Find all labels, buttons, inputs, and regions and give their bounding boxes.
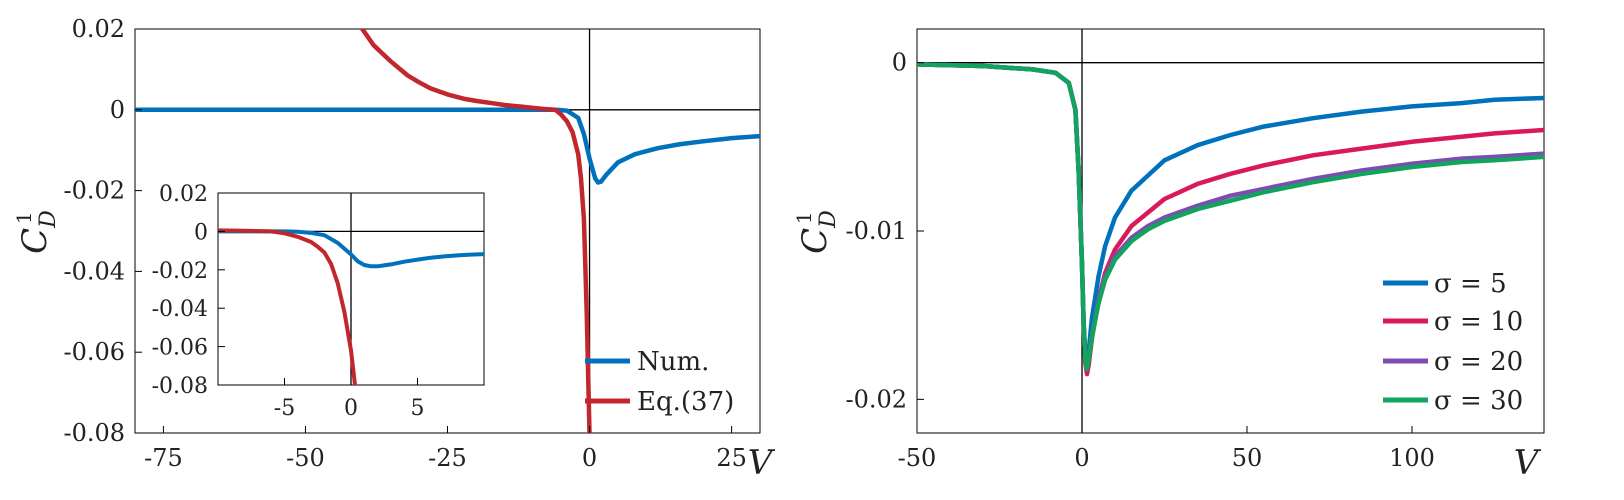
right-x-axis-label: V (1514, 443, 1542, 483)
left-panel: -75 -50 -25 0 250.020-0.02-0.04-0.06-0.08 CD… (12, 15, 776, 483)
inset-series-group (218, 228, 484, 385)
left-main-ytick-label: 0 (110, 96, 125, 124)
right-y-axis-label: CD1 (792, 210, 841, 254)
inset-tick-labels: -5 0 5 0.02 0 -0.02 -0.04 -0.06 -0.08 (152, 182, 425, 421)
left-x-axis-label: V (748, 443, 776, 483)
left-main-series-num-line (135, 107, 760, 185)
left-main-ytick-label: -0.06 (63, 338, 125, 366)
right-series-group (917, 62, 1544, 377)
right-xtick-label: -50 (898, 444, 937, 472)
left-inset-ytick-label: -0.04 (152, 297, 208, 322)
right-tick-labels: -50 0 50 100 0 -0.01 -0.02 (845, 49, 1434, 472)
left-y-axis-label: CD1 (12, 210, 61, 254)
right-xtick-label: 100 (1389, 444, 1435, 472)
left-inset-ytick-label: 0 (194, 220, 208, 245)
left-series-group (135, 29, 760, 433)
left-inset-xtick-label: 0 (344, 396, 358, 421)
legend-label-sigma5: σ = 5 (1434, 269, 1507, 299)
left-legend: Num. Eq.(37) (585, 347, 734, 417)
right-series-30-line (917, 62, 1544, 372)
left-inset-series-1-line (218, 228, 357, 385)
right-ytick-label: -0.02 (845, 385, 907, 413)
legend-label-num: Num. (637, 347, 709, 377)
legend-label-sigma10: σ = 10 (1434, 307, 1523, 337)
left-main-xtick-label: 0 (582, 444, 597, 472)
svg-text:CD1: CD1 (12, 210, 61, 254)
left-main-xtick-label: -50 (286, 444, 325, 472)
right-xtick-label: 0 (1074, 444, 1089, 472)
legend-label-eq37: Eq.(37) (637, 387, 734, 417)
right-xtick-label: 50 (1232, 444, 1263, 472)
left-inset-ytick-label: -0.02 (152, 259, 208, 284)
right-legend: σ = 5 σ = 10 σ = 20 σ = 30 (1383, 269, 1523, 416)
left-inset-ytick-label: -0.06 (152, 336, 208, 361)
left-inset-ytick-label: 0.02 (159, 182, 208, 207)
left-main-xtick-label: 25 (716, 444, 747, 472)
left-inset-ytick-label: -0.08 (152, 374, 208, 399)
left-main-xtick-label: -75 (144, 444, 183, 472)
left-main-series-eq37-line (359, 29, 592, 433)
left-main-ytick-label: -0.02 (63, 177, 125, 205)
left-inset-xtick-label: -5 (274, 396, 295, 421)
left-inset-series-0-line (218, 229, 484, 269)
right-ytick-label: -0.01 (845, 217, 907, 245)
left-inset-xtick-label: 5 (411, 396, 425, 421)
legend-label-sigma20: σ = 20 (1434, 347, 1523, 377)
left-tick-labels: -75 -50 -25 0 250.020-0.02-0.04-0.06-0.08 (63, 15, 746, 472)
left-main-ytick-label: -0.04 (63, 257, 125, 285)
right-plot-frame (916, 28, 1545, 434)
left-main-xtick-label: -25 (428, 444, 467, 472)
inset-panel: -5 0 5 0.02 0 -0.02 -0.04 -0.06 -0.08 (152, 182, 485, 421)
left-main-ytick-label: -0.08 (63, 419, 125, 447)
legend-label-sigma30: σ = 30 (1434, 386, 1523, 416)
svg-text:CD1: CD1 (792, 210, 841, 254)
right-ytick-label: 0 (892, 49, 907, 77)
left-main-ytick-label: 0.02 (72, 15, 125, 43)
right-panel: -50 0 50 100 0 -0.01 -0.02 CD1 V σ = 5 σ = 10 … (792, 28, 1545, 483)
